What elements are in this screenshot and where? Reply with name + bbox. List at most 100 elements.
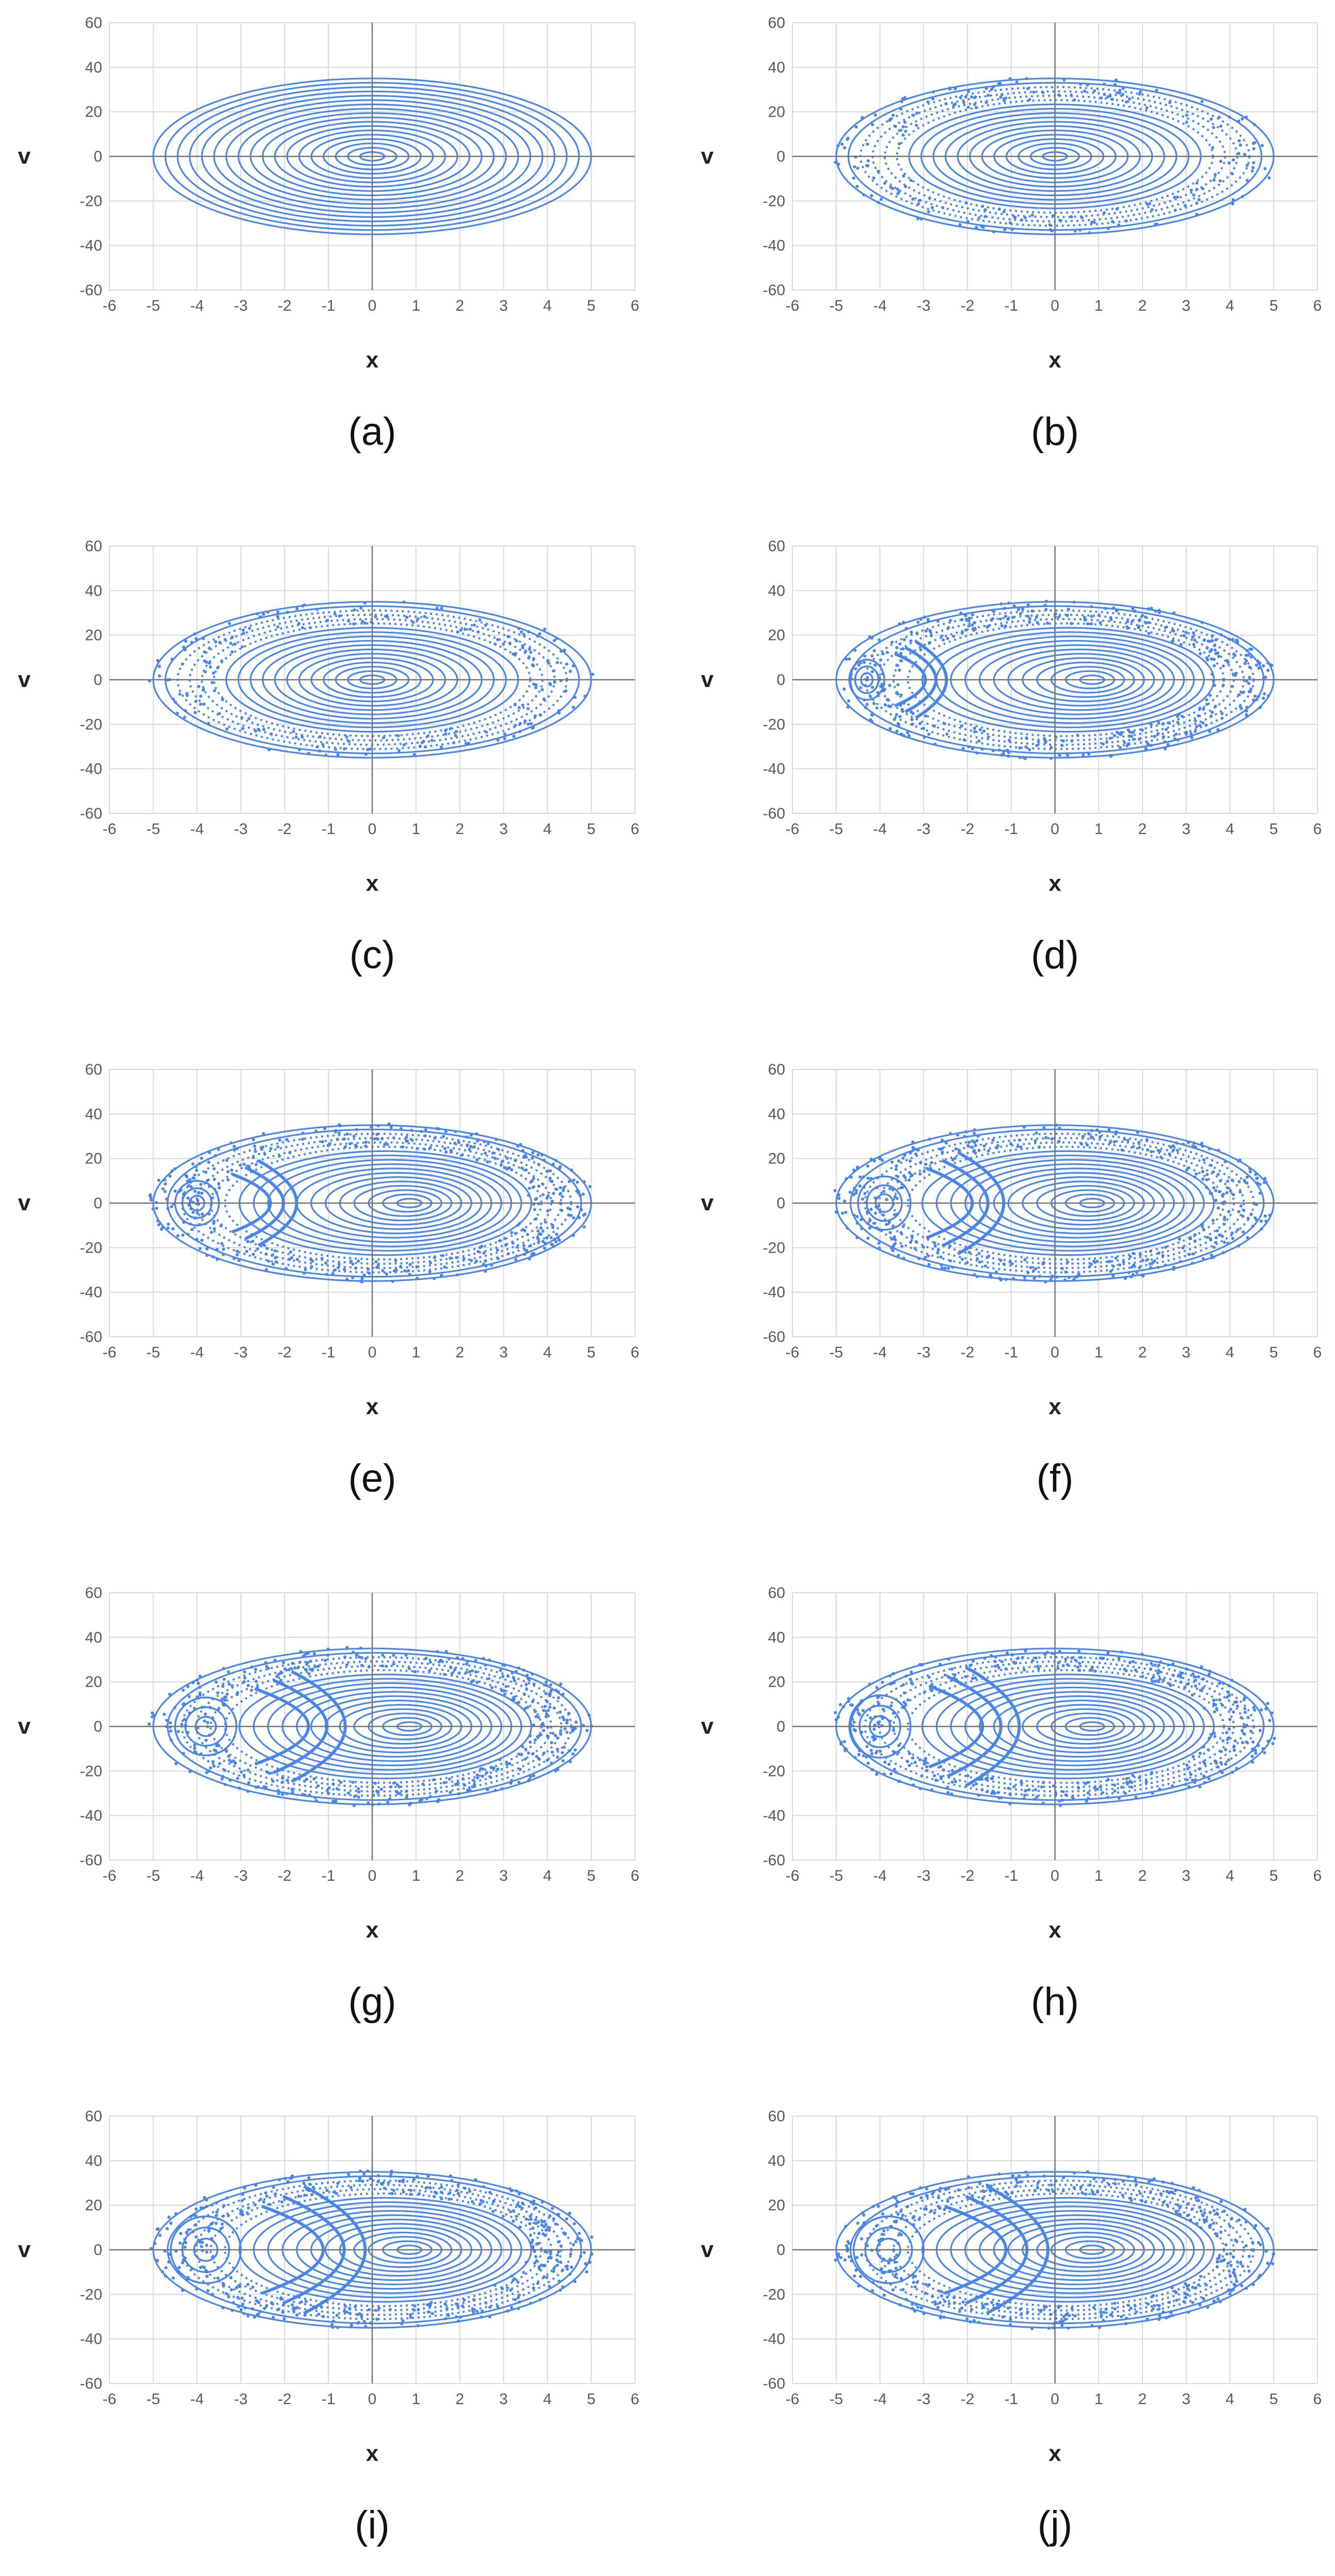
data-point [960, 2306, 964, 2310]
data-point [1061, 2189, 1065, 2193]
y-tick-label: -20 [763, 2286, 785, 2303]
data-point [262, 728, 266, 731]
data-point [491, 2210, 495, 2213]
data-point [928, 197, 931, 200]
y-tick-label: 0 [776, 671, 785, 689]
y-tick-label: 0 [776, 1195, 785, 1212]
data-point [1227, 161, 1231, 165]
data-point [897, 1743, 901, 1747]
data-point [1115, 91, 1119, 94]
data-point [523, 719, 527, 723]
data-point [554, 2222, 558, 2226]
data-point [875, 706, 879, 710]
y-tick-label: 40 [85, 1106, 102, 1123]
data-point [529, 722, 533, 726]
x-tick-label: 4 [543, 1344, 552, 1361]
data-point [1219, 159, 1222, 163]
data-point [221, 1684, 225, 1688]
data-point [169, 2221, 173, 2225]
data-point [1185, 1168, 1189, 1172]
data-point [520, 2201, 525, 2205]
data-point [1195, 725, 1198, 728]
data-point [1258, 1182, 1262, 1186]
data-point [1266, 1739, 1270, 1743]
data-point [1108, 1141, 1112, 1144]
data-point [488, 2306, 491, 2309]
data-point [1147, 620, 1151, 625]
data-point [854, 2268, 858, 2272]
data-point [405, 1135, 408, 1139]
data-point [424, 2186, 428, 2190]
data-point [872, 702, 876, 706]
data-point [868, 695, 872, 698]
data-point [1211, 1170, 1215, 1174]
data-point [300, 735, 304, 739]
data-point [242, 1680, 246, 1684]
data-point [191, 1681, 195, 1685]
data-point [1187, 2310, 1190, 2314]
data-point [588, 1185, 592, 1189]
data-point [1003, 99, 1006, 102]
data-point [454, 733, 457, 738]
data-point [252, 2315, 257, 2319]
data-point [428, 1660, 432, 1664]
data-point [203, 659, 206, 663]
data-point [163, 1178, 167, 1182]
data-point [971, 613, 974, 617]
data-point [846, 1226, 849, 1230]
data-point [455, 2188, 459, 2192]
x-tick-label: -4 [873, 2391, 887, 2408]
data-point [253, 2203, 257, 2206]
data-point [1229, 2264, 1233, 2267]
data-point [888, 1682, 892, 1686]
data-point [866, 1236, 870, 1240]
data-point [262, 2200, 266, 2204]
y-tick-label: 60 [85, 1061, 102, 1078]
data-point [1061, 2319, 1064, 2324]
data-point [388, 1797, 392, 1801]
data-point [474, 2178, 478, 2182]
data-point [980, 204, 984, 208]
data-point [1173, 209, 1177, 212]
data-point [1220, 1771, 1224, 1774]
data-point [1050, 1652, 1054, 1655]
data-point [537, 1757, 541, 1761]
data-point [360, 1276, 364, 1280]
data-point [1131, 1660, 1135, 1663]
data-point [517, 2293, 521, 2297]
data-point [1153, 734, 1156, 738]
data-point [887, 2261, 891, 2265]
data-point [1217, 116, 1221, 119]
data-point [1026, 87, 1030, 90]
data-point [1135, 2310, 1138, 2314]
data-point [511, 1671, 514, 1675]
data-point [855, 184, 859, 188]
data-point [183, 2245, 187, 2249]
data-point [1014, 2184, 1018, 2188]
data-point [1171, 2314, 1174, 2317]
data-point [941, 1150, 944, 1154]
data-point [167, 2260, 170, 2264]
data-point [910, 1670, 913, 1674]
data-point [1070, 2307, 1074, 2310]
data-point [1245, 1181, 1249, 1185]
data-point [416, 617, 420, 621]
data-point [265, 2304, 268, 2308]
data-point [1150, 2179, 1154, 2182]
data-point [561, 1715, 565, 1719]
data-point [1185, 114, 1188, 117]
data-point [211, 1255, 215, 1259]
data-point [889, 1704, 893, 1708]
data-point [230, 2309, 234, 2312]
data-point [1127, 1271, 1131, 1274]
data-point [543, 1683, 546, 1687]
data-point [932, 724, 936, 728]
data-point [1250, 1760, 1254, 1764]
data-point [1019, 2313, 1023, 2316]
data-point [899, 107, 903, 111]
data-point [230, 1684, 234, 1688]
data-point [217, 712, 221, 715]
chaotic-band [834, 77, 1271, 235]
